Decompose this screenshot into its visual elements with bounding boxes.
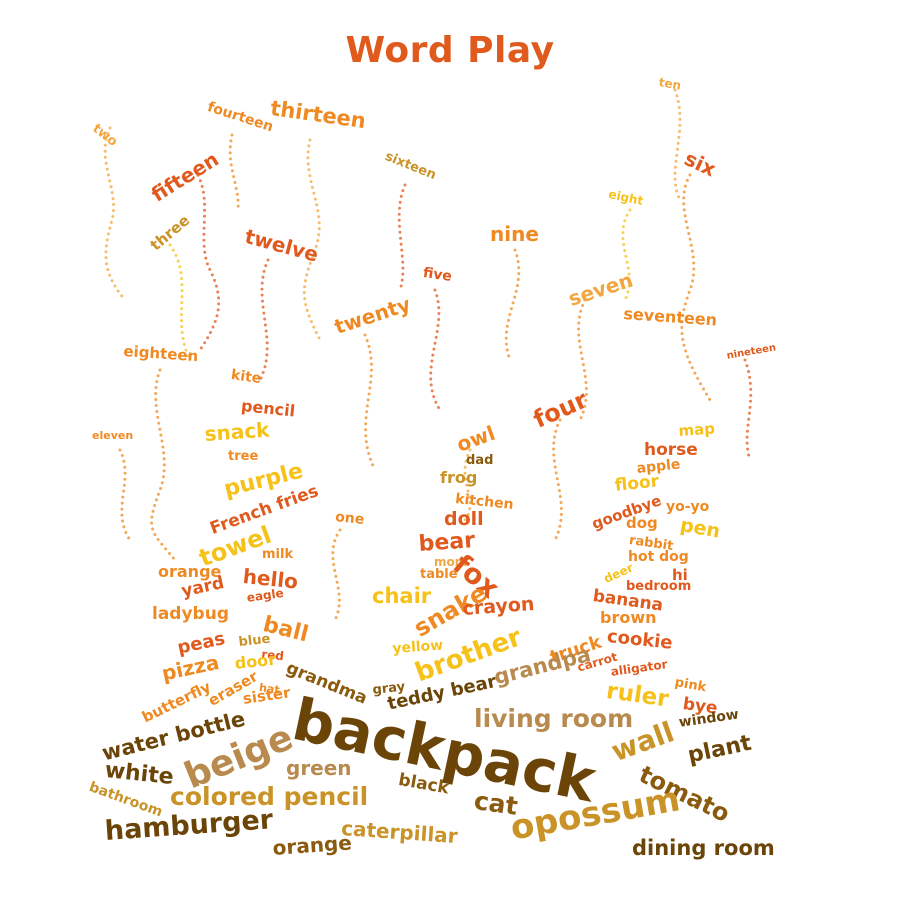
trail (504, 248, 521, 362)
word: yo-yo (666, 499, 710, 515)
trail (228, 133, 240, 212)
word: doll (444, 508, 484, 530)
word: dad (466, 453, 494, 468)
trail (150, 368, 177, 562)
trail (397, 183, 407, 292)
word: nine (490, 222, 539, 246)
trail (331, 528, 342, 622)
word: eleven (92, 429, 134, 442)
word: frog (440, 468, 478, 487)
word: orange (271, 830, 353, 860)
word: map (677, 419, 716, 440)
word: living room (474, 704, 634, 733)
word: dog (626, 514, 658, 532)
word: hi (672, 566, 688, 584)
word: ladybug (152, 604, 229, 624)
trail (168, 243, 192, 362)
word: crayon (461, 592, 536, 620)
trail (552, 418, 563, 542)
word: hot dog (628, 549, 689, 565)
trail (577, 298, 588, 422)
trail (103, 126, 127, 302)
word: kite (229, 367, 263, 388)
word: orange (158, 562, 222, 581)
word: brown (600, 608, 657, 627)
trail (193, 168, 221, 352)
word: door (233, 649, 277, 673)
word: mom (434, 555, 468, 569)
trail (680, 173, 712, 402)
trail (463, 448, 472, 522)
word: colored pencil (170, 782, 369, 811)
word: milk (262, 547, 294, 562)
trail (363, 333, 377, 472)
word: table (420, 567, 458, 582)
word: tree (228, 449, 259, 464)
word: dining room (632, 836, 775, 860)
word: ten (657, 75, 683, 93)
word: snack (203, 417, 271, 446)
trail (258, 258, 270, 382)
trail (621, 208, 632, 302)
trail (743, 358, 753, 462)
trail (429, 288, 442, 412)
trail (673, 88, 682, 202)
page-title: Word Play (345, 30, 555, 71)
word: green (286, 756, 352, 780)
trail (118, 448, 132, 542)
word: one (334, 509, 366, 528)
word: chair (372, 584, 432, 608)
word: horse (644, 440, 698, 460)
word: bedroom (626, 579, 692, 594)
word: five (421, 265, 453, 285)
